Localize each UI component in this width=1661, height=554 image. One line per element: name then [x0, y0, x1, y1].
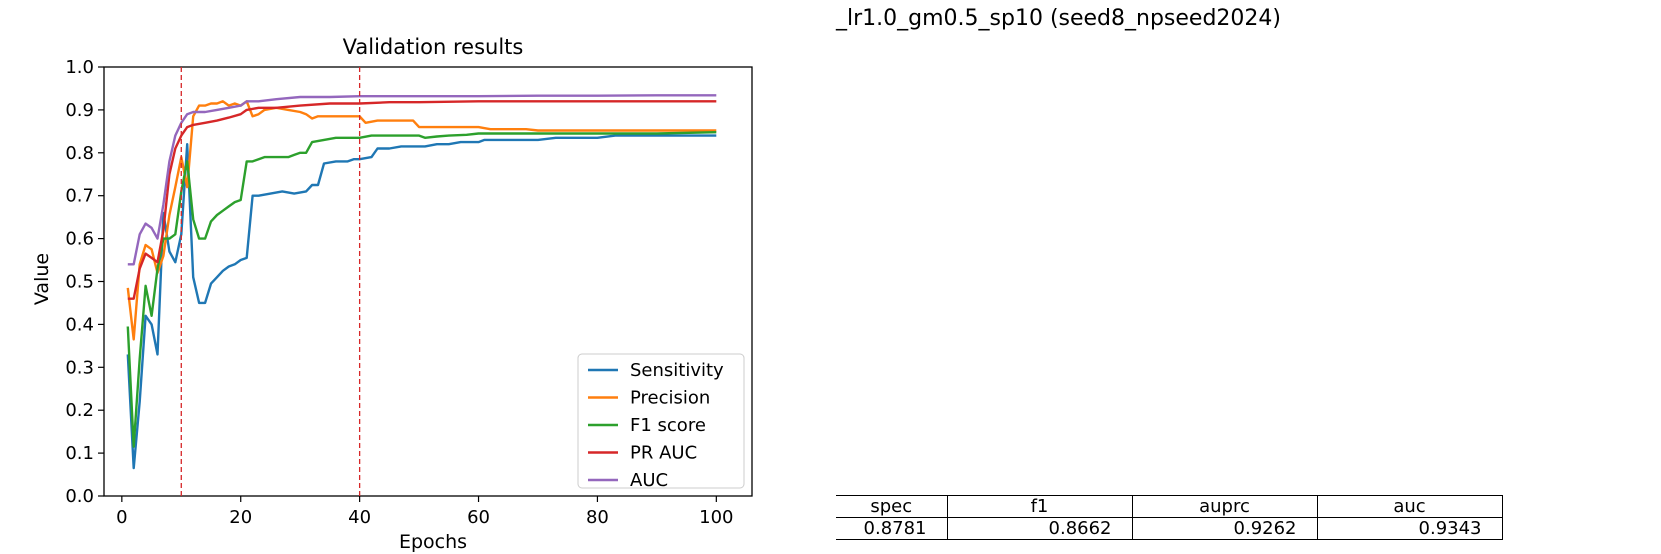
legend-label: PR AUC — [630, 443, 697, 464]
series-line-auc — [127, 94, 717, 266]
y-tick-label: 0.0 — [65, 486, 94, 507]
chart-title: Validation results — [343, 35, 524, 59]
header-cell-f1: f1 — [946, 495, 1133, 518]
y-tick-label: 0.1 — [65, 443, 94, 464]
legend-label: Precision — [630, 388, 710, 409]
y-tick-label: 0.9 — [65, 100, 94, 121]
run-title: _lr1.0_gm0.5_sp10 (seed8_npseed2024) — [836, 6, 1281, 31]
y-tick-label: 0.2 — [65, 400, 94, 421]
y-tick-label: 0.3 — [65, 357, 94, 378]
y-tick-label: 0.8 — [65, 143, 94, 164]
value-cell-spec: 0.8781 — [836, 517, 948, 540]
legend-box — [577, 353, 745, 489]
validation-chart: Validation results Epochs Value 0 20 40 60 8… — [31, 35, 753, 553]
series-line-f1-score — [126, 131, 717, 448]
metrics-value-row: 0.8781 0.8662 0.9262 0.9343 — [836, 517, 1503, 540]
x-tick-label: 80 — [586, 507, 609, 528]
y-tick-label: 1.0 — [65, 57, 94, 78]
x-tick-label: 20 — [229, 507, 252, 528]
legend: Sensitivity Precision F1 score PR AUC AUC — [577, 353, 745, 491]
metrics-table: spec f1 auprc auc 0.8781 0.8662 0.9262 0… — [836, 495, 1503, 540]
header-cell-spec: spec — [836, 495, 948, 518]
x-axis-label: Epochs — [399, 531, 467, 553]
y-tick-label: 0.4 — [65, 314, 94, 335]
series-line-precision — [126, 100, 717, 341]
y-tick-label: 0.6 — [65, 229, 94, 250]
value-cell-auc: 0.9343 — [1316, 517, 1503, 540]
legend-label: AUC — [630, 470, 668, 491]
header-cell-auprc: auprc — [1131, 495, 1318, 518]
y-tick-label: 0.5 — [65, 272, 94, 293]
x-tick-label: 100 — [699, 507, 733, 528]
series-line-sensitivity — [126, 134, 717, 470]
x-tick-label: 60 — [467, 507, 490, 528]
value-cell-f1: 0.8662 — [946, 517, 1133, 540]
y-tick-label: 0.7 — [65, 186, 94, 207]
legend-label: Sensitivity — [630, 360, 724, 381]
y-axis-label: Value — [31, 253, 53, 305]
legend-label: F1 score — [630, 415, 706, 436]
plot-area: 0 20 40 60 80 100 0.0 0.1 0.2 0.3 0.4 0.5 0.6 0.7 0.8 0… — [65, 57, 753, 528]
metrics-header-row: spec f1 auprc auc — [836, 495, 1503, 518]
x-tick-label: 0 — [116, 507, 127, 528]
header-cell-auc: auc — [1316, 495, 1503, 518]
value-cell-auprc: 0.9262 — [1131, 517, 1318, 540]
series-line-pr-auc — [127, 100, 717, 300]
x-tick-label: 40 — [348, 507, 371, 528]
